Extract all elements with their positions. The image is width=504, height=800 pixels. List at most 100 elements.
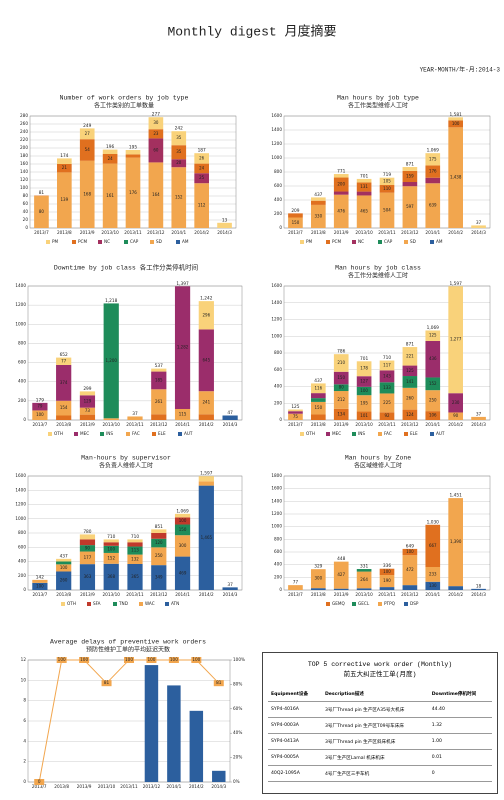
segment-label: 92	[384, 413, 390, 418]
segment-label: 60	[153, 147, 159, 152]
bar-segment	[402, 376, 418, 388]
point-label-box	[101, 680, 112, 687]
bar-segment	[379, 360, 395, 371]
segment-label: 30	[153, 120, 159, 125]
total-label: 771	[337, 169, 345, 175]
x-tick-label: 2013/9	[80, 422, 95, 427]
bar-segment	[151, 389, 167, 415]
segment-label: 75	[293, 414, 299, 419]
y-tick-label: 600	[274, 183, 282, 188]
legend-label: PTPQ	[384, 601, 396, 606]
bar-segment	[356, 386, 372, 396]
bar-segment	[311, 401, 326, 415]
bar-segment	[57, 172, 72, 228]
bar-segment	[174, 524, 191, 536]
table-row: SYP4-0413A 3号厂Thread pin 生产区斜床机床 1.00	[268, 733, 492, 750]
total-label: 437	[314, 192, 322, 198]
bar-segment	[151, 414, 167, 420]
legend-swatch	[100, 432, 104, 436]
legend-label: OTH	[306, 431, 315, 436]
x-tick-label: 2013/9	[77, 784, 92, 789]
bar-segment	[171, 167, 187, 228]
total-label: 77	[293, 580, 299, 586]
bar-segment	[402, 365, 418, 377]
y-tick-label: 0	[23, 417, 26, 422]
point-label-box	[79, 657, 90, 663]
segment-label: 200	[337, 182, 345, 187]
legend-swatch	[152, 432, 156, 436]
segment-label: 472	[406, 567, 414, 572]
y-tick-label: 600	[274, 549, 282, 554]
segment-label: 20	[176, 160, 182, 165]
chart-subtitle: 各工作类型维修人工时	[348, 102, 408, 110]
y-tick-label: 240	[20, 129, 28, 134]
chart-subtitle: 预防性维护工单的平均延迟天数	[86, 646, 170, 654]
y-tick-label: 600	[18, 360, 26, 365]
bar-segment	[425, 377, 441, 391]
legend-label: WAC	[145, 601, 155, 606]
segment-label: 100	[452, 121, 460, 126]
segment-label: 24	[199, 165, 205, 170]
x-tick-label: 2013/11	[120, 784, 138, 789]
segment-label: 261	[155, 399, 163, 404]
point-label-box	[168, 657, 179, 663]
table-cell: 0	[428, 765, 492, 782]
segment-label: 120	[155, 540, 163, 545]
total-label: 710	[107, 534, 115, 540]
chart-title: Average delays of preventive work orders	[50, 639, 206, 646]
y-tick-label: 40	[23, 209, 29, 214]
x-tick-label: 2013/8	[311, 592, 326, 597]
bar-segment	[425, 177, 441, 184]
bar-segment	[471, 588, 486, 590]
bar-segment	[402, 409, 418, 420]
bar-segment	[103, 545, 119, 553]
y-tick-label: 1600	[271, 486, 282, 491]
y-tick-label: 80%	[233, 681, 242, 686]
chart-title: Man hours by job class	[335, 265, 421, 272]
bar-segment	[57, 158, 72, 164]
segment-label: 212	[337, 397, 345, 402]
y-tick-label: 1400	[15, 283, 26, 288]
bar-segment	[402, 170, 418, 183]
legend-label: PCM	[332, 239, 341, 244]
table-row: SYP4-4016A 3号厂Thread pin 生产区A35号大机床 44.40	[268, 701, 492, 718]
bar-segment	[356, 395, 372, 412]
legend-swatch	[61, 602, 65, 606]
segment-label: 233	[429, 571, 437, 576]
bar-segment	[194, 173, 209, 184]
bar-segment	[79, 564, 96, 590]
y-tick-label: 10	[21, 677, 27, 682]
total-label: 537	[155, 363, 163, 369]
segment-label: 113	[131, 548, 139, 553]
total-label: 1,597	[200, 471, 213, 477]
segment-label: 177	[84, 555, 92, 560]
y-tick-label: 8	[23, 698, 26, 703]
x-tick-label: 2014/1	[425, 230, 440, 235]
bar-segment	[198, 301, 214, 330]
y-tick-label: 1200	[271, 511, 282, 516]
point-label: 100	[58, 657, 66, 662]
legend-label: FAC	[132, 431, 140, 436]
bar-segment	[471, 225, 486, 228]
chart-title: Number of work orders by job type	[60, 95, 189, 102]
bar-segment	[333, 408, 349, 420]
y-tick-label: 280	[20, 113, 28, 118]
segment-label: 260	[406, 396, 414, 401]
bar-segment	[79, 534, 96, 540]
total-label: 18	[476, 583, 482, 589]
segment-label: 23	[153, 131, 159, 136]
legend-swatch	[46, 240, 50, 244]
total-label: 47	[227, 410, 233, 416]
y-tick-label: 200	[18, 398, 26, 403]
segment-label: 645	[203, 357, 211, 362]
bar-segment	[198, 391, 214, 415]
bar-segment	[151, 565, 167, 590]
segment-label: 27	[85, 131, 91, 136]
total-label: 871	[406, 342, 414, 348]
bar-segment	[103, 552, 119, 564]
y-tick-label: 1000	[271, 524, 282, 529]
legend-label: PM	[52, 239, 59, 244]
table-cell: 40Q2-1095A	[268, 765, 322, 782]
bar-segment	[174, 286, 191, 409]
x-tick-label: 2014/3	[471, 592, 486, 597]
